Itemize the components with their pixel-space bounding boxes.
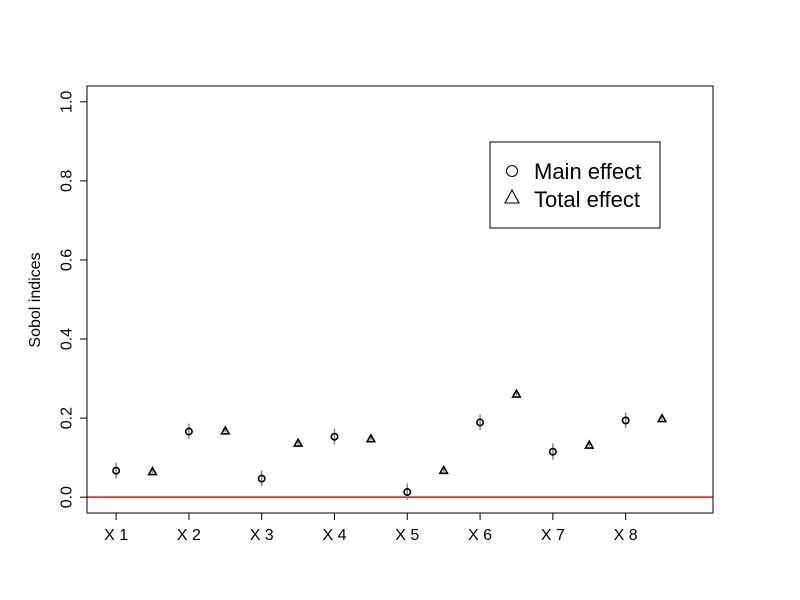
x-tick-label-3: X 4 bbox=[322, 527, 346, 544]
main-effect-point-3 bbox=[330, 432, 339, 441]
x-tick-label-6: X 7 bbox=[541, 527, 565, 544]
y-axis-label: Sobol indices bbox=[27, 252, 44, 347]
total-effect-point-3 bbox=[365, 433, 377, 443]
y-tick-label-2: 0.4 bbox=[59, 328, 76, 350]
x-tick-label-7: X 8 bbox=[614, 527, 638, 544]
main-effect-point-4 bbox=[403, 488, 412, 497]
total-effect-point-7 bbox=[656, 413, 668, 423]
y-tick-label-5: 1.0 bbox=[59, 91, 76, 113]
y-tick-label-0: 0.0 bbox=[59, 486, 76, 508]
plot-frame bbox=[86, 85, 714, 514]
legend-box bbox=[489, 141, 661, 229]
x-tick-label-0: X 1 bbox=[104, 527, 128, 544]
legend: Main effect Total effect bbox=[489, 141, 661, 229]
x-tick-label-2: X 3 bbox=[250, 527, 274, 544]
total-effect-point-5 bbox=[511, 388, 522, 398]
main-effect-point-7 bbox=[621, 416, 630, 425]
main-effect-point-5 bbox=[476, 418, 485, 427]
main-effect-point-0 bbox=[112, 466, 121, 475]
y-tick-label-4: 0.8 bbox=[59, 170, 76, 192]
plot-layer: 0.0 0.2 0.4 0.6 0.8 1.0 X 1 X 2 X 3 X 4 X 5 X 6 X 7 X… bbox=[59, 91, 713, 544]
total-effect-point-2 bbox=[292, 437, 304, 447]
total-effect-point-1 bbox=[220, 425, 231, 435]
x-tick-label-4: X 5 bbox=[395, 527, 419, 544]
total-effect-point-4 bbox=[438, 464, 449, 475]
legend-label-total-effect: Total effect bbox=[534, 187, 640, 212]
x-tick-label-1: X 2 bbox=[177, 527, 201, 544]
total-effect-point-6 bbox=[584, 439, 595, 449]
x-tick-label-5: X 6 bbox=[468, 527, 492, 544]
main-effect-point-1 bbox=[184, 427, 193, 436]
legend-label-main-effect: Main effect bbox=[534, 159, 641, 184]
main-effect-point-6 bbox=[548, 447, 557, 456]
total-effect-point-0 bbox=[147, 466, 158, 476]
y-tick-label-3: 0.6 bbox=[59, 249, 76, 271]
legend-circle-icon bbox=[505, 164, 519, 178]
main-effect-point-2 bbox=[257, 474, 266, 483]
legend-triangle-icon bbox=[504, 188, 520, 204]
y-tick-label-1: 0.2 bbox=[59, 407, 76, 429]
